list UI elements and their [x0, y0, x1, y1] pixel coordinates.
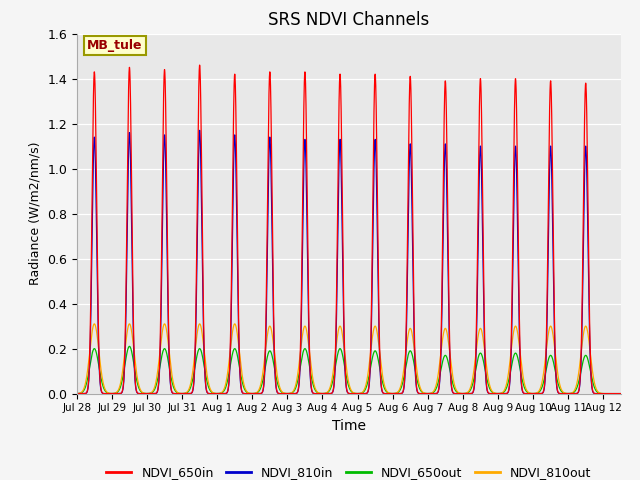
NDVI_650in: [172, 391, 179, 396]
Text: MB_tule: MB_tule: [87, 39, 143, 52]
NDVI_810in: [479, 249, 486, 254]
NDVI_810in: [427, 391, 435, 396]
NDVI_810out: [427, 390, 435, 396]
NDVI_650in: [479, 210, 486, 216]
NDVI_810out: [520, 380, 528, 385]
NDVI_650out: [427, 391, 435, 396]
NDVI_810out: [399, 371, 407, 377]
Line: NDVI_650out: NDVI_650out: [77, 347, 621, 394]
NDVI_650in: [617, 391, 625, 396]
NDVI_810in: [281, 391, 289, 396]
NDVI_810in: [73, 391, 81, 396]
NDVI_650in: [399, 388, 407, 394]
NDVI_810out: [617, 391, 625, 396]
NDVI_650in: [427, 391, 435, 396]
NDVI_810out: [73, 391, 81, 396]
NDVI_810in: [172, 391, 179, 396]
NDVI_650out: [479, 356, 486, 361]
NDVI_810in: [399, 389, 407, 395]
NDVI_810out: [196, 321, 204, 327]
NDVI_810in: [520, 391, 528, 396]
NDVI_810out: [281, 390, 289, 396]
NDVI_650out: [73, 391, 81, 396]
NDVI_650in: [281, 391, 289, 396]
NDVI_650in: [520, 391, 528, 396]
Line: NDVI_650in: NDVI_650in: [77, 65, 621, 394]
NDVI_650out: [125, 344, 133, 349]
NDVI_810in: [196, 128, 204, 133]
NDVI_810out: [172, 387, 179, 393]
Legend: NDVI_650in, NDVI_810in, NDVI_650out, NDVI_810out: NDVI_650in, NDVI_810in, NDVI_650out, NDV…: [101, 461, 596, 480]
Line: NDVI_810out: NDVI_810out: [77, 324, 621, 394]
NDVI_650out: [399, 378, 407, 384]
NDVI_650out: [520, 384, 528, 390]
NDVI_810in: [617, 391, 625, 396]
Title: SRS NDVI Channels: SRS NDVI Channels: [268, 11, 429, 29]
NDVI_650out: [281, 391, 289, 396]
NDVI_650out: [617, 391, 625, 396]
NDVI_650out: [172, 388, 180, 394]
NDVI_650in: [196, 62, 204, 68]
NDVI_650in: [73, 391, 81, 396]
Line: NDVI_810in: NDVI_810in: [77, 131, 621, 394]
X-axis label: Time: Time: [332, 419, 366, 433]
NDVI_810out: [479, 334, 486, 340]
Y-axis label: Radiance (W/m2/nm/s): Radiance (W/m2/nm/s): [29, 142, 42, 285]
